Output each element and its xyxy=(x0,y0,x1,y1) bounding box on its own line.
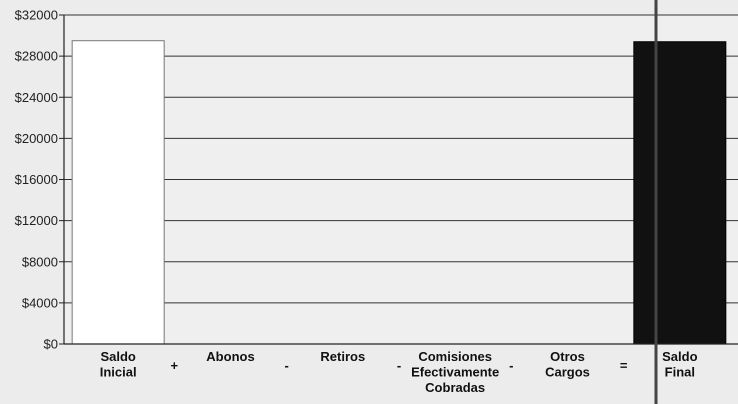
bar-0 xyxy=(71,40,165,345)
y-tick-label: $4000 xyxy=(22,295,58,310)
category-label-line: Efectivamente xyxy=(411,365,499,380)
category-label: Abonos xyxy=(206,349,254,364)
category-label: Saldo Inicial xyxy=(100,349,137,380)
y-tick-label: $12000 xyxy=(15,213,58,228)
gridlines xyxy=(59,14,738,345)
category-label-line: Saldo xyxy=(100,349,135,364)
category-label: Otros Cargos xyxy=(545,349,590,380)
category-label: Saldo Final xyxy=(662,349,697,380)
y-axis-tick-labels: $0 $4000 $8000 $12000 $16000 $20000 $24000 $280… xyxy=(15,8,58,352)
category-label-line: Cobradas xyxy=(425,380,485,395)
category-label-line: Comisiones xyxy=(418,349,492,364)
category-label: Retiros xyxy=(320,349,365,364)
operator-labels: + - - - = xyxy=(171,358,628,373)
bar-5 xyxy=(633,41,727,345)
category-label-line: Saldo xyxy=(662,349,697,364)
y-tick-label: $16000 xyxy=(15,172,58,187)
operator-label: = xyxy=(620,358,628,373)
operator-label: - xyxy=(284,358,288,373)
y-tick-label: $8000 xyxy=(22,254,58,269)
category-label-line: Otros xyxy=(550,349,585,364)
category-label-line: Retiros xyxy=(320,349,365,364)
operator-label: - xyxy=(509,358,513,373)
category-label-line: Final xyxy=(665,365,695,380)
y-tick-label: $24000 xyxy=(15,90,58,105)
category-label: Comisiones Efectivamente Cobradas xyxy=(411,349,499,395)
category-label-line: Abonos xyxy=(206,349,254,364)
bars xyxy=(71,40,727,345)
category-label-line: Cargos xyxy=(545,365,590,380)
y-tick-label: $28000 xyxy=(15,49,58,64)
operator-label: + xyxy=(171,358,179,373)
category-label-line: Inicial xyxy=(100,365,137,380)
y-tick-label: $20000 xyxy=(15,131,58,146)
y-tick-label: $32000 xyxy=(15,8,58,23)
y-tick-label: $0 xyxy=(44,337,58,352)
operator-label: - xyxy=(397,358,401,373)
